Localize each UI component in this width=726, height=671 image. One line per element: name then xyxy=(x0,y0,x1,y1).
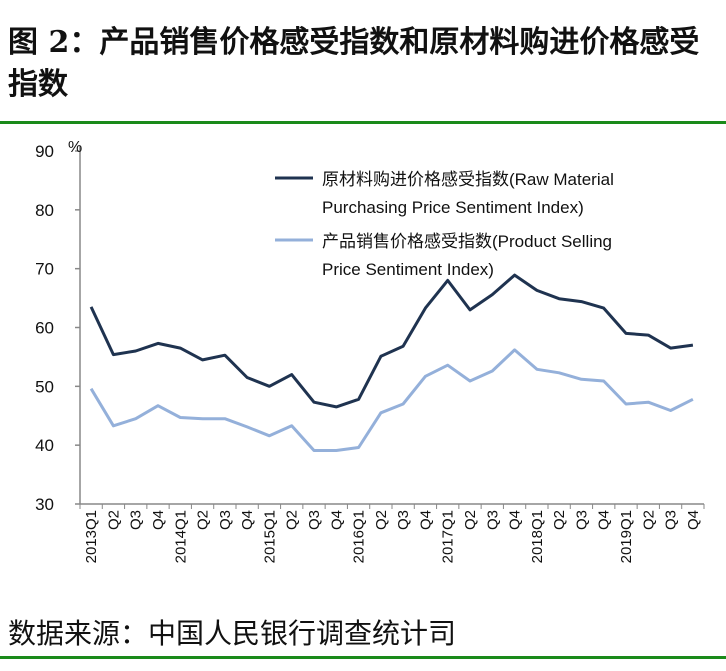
y-tick-label: 30 xyxy=(35,495,54,514)
figure-title: 图 2：产品销售价格感受指数和原材料购进价格感受指数 xyxy=(8,25,700,102)
y-axis-unit: % xyxy=(68,139,82,156)
x-tick-label: Q2 xyxy=(373,510,390,530)
x-tick-label: Q2 xyxy=(284,510,301,530)
x-tick-label: Q4 xyxy=(685,510,702,530)
x-tick-label: 2014Q1 xyxy=(172,510,189,563)
legend-label: 原材料购进价格感受指数(Raw Material xyxy=(322,170,614,189)
y-tick-label: 60 xyxy=(35,319,54,338)
x-tick-label: Q2 xyxy=(462,510,479,530)
x-tick-label: Q4 xyxy=(596,510,613,530)
x-tick-label: 2013Q1 xyxy=(83,510,100,563)
x-tick-label: Q2 xyxy=(551,510,568,530)
source-note: 数据来源：中国人民银行调查统计司 xyxy=(8,617,457,650)
x-tick-label: Q2 xyxy=(105,510,122,530)
legend-label: Purchasing Price Sentiment Index) xyxy=(322,198,584,217)
bottom-divider xyxy=(0,656,726,659)
y-tick-label: 50 xyxy=(35,377,54,396)
x-tick-label: Q4 xyxy=(239,510,256,530)
legend-label: Price Sentiment Index) xyxy=(322,260,494,279)
x-tick-label: Q3 xyxy=(573,510,590,530)
x-tick-label: 2015Q1 xyxy=(261,510,278,563)
x-tick-label: Q2 xyxy=(640,510,657,530)
x-tick-label: Q4 xyxy=(417,510,434,530)
series-line-1 xyxy=(89,273,694,409)
y-tick-label: 70 xyxy=(35,260,54,279)
x-tick-label: Q3 xyxy=(217,510,234,530)
x-tick-label: 2017Q1 xyxy=(440,510,457,563)
x-tick-label: Q3 xyxy=(484,510,501,530)
legend-label: 产品销售价格感受指数(Product Selling xyxy=(322,232,612,251)
x-tick-label: 2019Q1 xyxy=(618,510,635,563)
x-tick-label: Q2 xyxy=(195,510,212,530)
y-tick-label: 40 xyxy=(35,436,54,455)
x-tick-label: Q3 xyxy=(306,510,323,530)
x-tick-label: Q4 xyxy=(150,510,167,530)
x-tick-label: Q3 xyxy=(395,510,412,530)
x-tick-label: 2016Q1 xyxy=(351,510,368,563)
x-tick-label: Q3 xyxy=(128,510,145,530)
x-tick-label: 2018Q1 xyxy=(529,510,546,563)
y-tick-label: 80 xyxy=(35,201,54,220)
y-tick-label: 90 xyxy=(35,142,54,161)
x-tick-label: Q4 xyxy=(507,510,524,530)
x-tick-label: Q3 xyxy=(663,510,680,530)
top-divider xyxy=(0,121,726,124)
x-tick-label: Q4 xyxy=(328,510,345,530)
series-line-2 xyxy=(89,348,694,452)
